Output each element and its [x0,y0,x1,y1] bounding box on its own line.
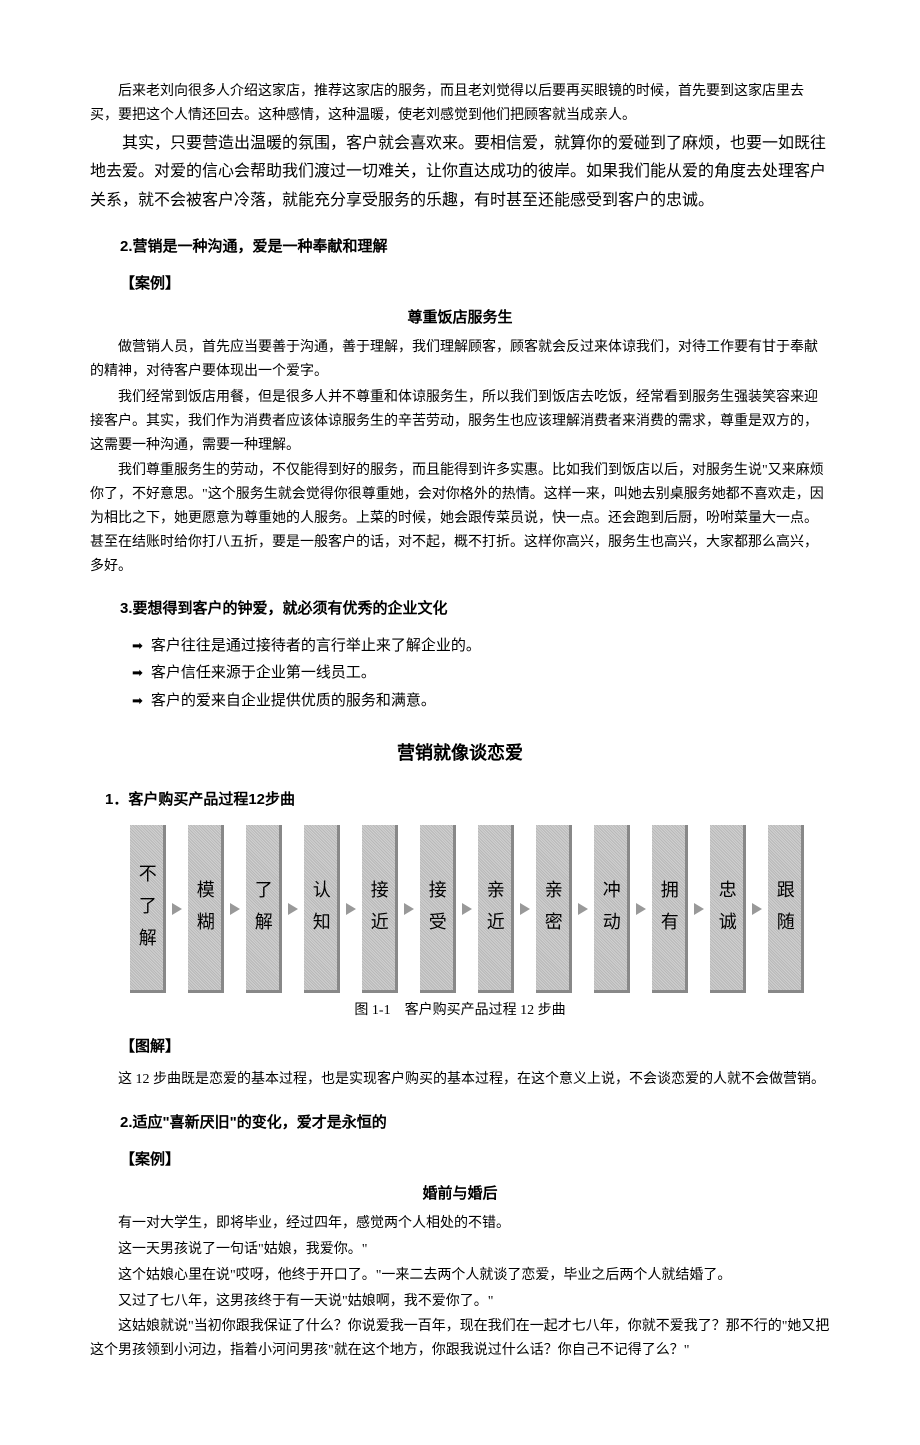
arrow-icon [288,903,298,915]
heading-s2b: 2.适应"喜新厌旧"的变化，爱才是永恒的 [90,1110,830,1136]
step-box: 亲近 [478,825,514,993]
arrow-icon [230,903,240,915]
arrow-icon [520,903,530,915]
steps-chart: 不了解模糊了解认知接近接受亲近亲密冲动拥有忠诚跟随 [130,825,830,993]
heading-s3: 3.要想得到客户的钟爱，就必须有优秀的企业文化 [90,596,830,622]
s2-p3: 我们尊重服务生的劳动，不仅能得到好的服务，而且能得到许多实惠。比如我们到饭店以后… [90,459,830,578]
case-title-s2b: 婚前与婚后 [90,1181,830,1207]
step-box: 亲密 [536,825,572,993]
section-title: 营销就像谈恋爱 [90,738,830,769]
step-box: 拥有 [652,825,688,993]
heading-s2: 2.营销是一种沟通，爱是一种奉献和理解 [90,234,830,260]
step-box: 忠诚 [710,825,746,993]
step-box: 接受 [420,825,456,993]
bullet-list-s3: 客户往往是通过接待者的言行举止来了解企业的。 客户信任来源于企业第一线员工。 客… [90,634,830,715]
list-item: 客户的爱来自企业提供优质的服务和满意。 [132,689,830,715]
arrow-icon [462,903,472,915]
step-box: 认知 [304,825,340,993]
s2b-p2: 这一天男孩说了一句话"姑娘，我爱你。" [90,1238,830,1262]
case-label-s2: 【案例】 [90,271,830,297]
arrow-icon [404,903,414,915]
list-item: 客户信任来源于企业第一线员工。 [132,661,830,687]
diag-label: 【图解】 [90,1034,830,1060]
arrow-icon [172,903,182,915]
intro-p2: 其实，只要营造出温暖的氛围，客户就会喜欢来。要相信爱，就算你的爱碰到了麻烦，也要… [90,130,830,216]
arrow-icon [752,903,762,915]
step-box: 冲动 [594,825,630,993]
arrow-icon [636,903,646,915]
s2b-p5: 这姑娘就说"当初你跟我保证了什么？你说爱我一百年，现在我们在一起才七八年，你就不… [90,1315,830,1363]
intro-p1: 后来老刘向很多人介绍这家店，推荐这家店的服务，而且老刘觉得以后要再买眼镜的时候，… [90,80,830,128]
fig-caption: 图 1-1 客户购买产品过程 12 步曲 [90,999,830,1023]
s2b-p3: 这个姑娘心里在说"哎呀，他终于开口了。"一来二去两个人就谈了恋爱，毕业之后两个人… [90,1264,830,1288]
step-box: 不了解 [130,825,166,993]
case-label-s2b: 【案例】 [90,1147,830,1173]
s2b-p4: 又过了七八年，这男孩终于有一天说"姑娘啊，我不爱你了。" [90,1290,830,1314]
list-item: 客户往往是通过接待者的言行举止来了解企业的。 [132,634,830,660]
arrow-icon [346,903,356,915]
s2b-p1: 有一对大学生，即将毕业，经过四年，感觉两个人相处的不错。 [90,1212,830,1236]
step-box: 模糊 [188,825,224,993]
chart-heading: 1．客户购买产品过程12步曲 [90,787,830,813]
arrow-icon [578,903,588,915]
step-box: 接近 [362,825,398,993]
step-box: 了解 [246,825,282,993]
s2-p1: 做营销人员，首先应当要善于沟通，善于理解，我们理解顾客，顾客就会反过来体谅我们，… [90,336,830,384]
case-title-s2: 尊重饭店服务生 [90,305,830,331]
arrow-icon [694,903,704,915]
diag-text: 这 12 步曲既是恋爱的基本过程，也是实现客户购买的基本过程，在这个意义上说，不… [90,1068,830,1092]
step-box: 跟随 [768,825,804,993]
s2-p2: 我们经常到饭店用餐，但是很多人并不尊重和体谅服务生，所以我们到饭店去吃饭，经常看… [90,386,830,457]
